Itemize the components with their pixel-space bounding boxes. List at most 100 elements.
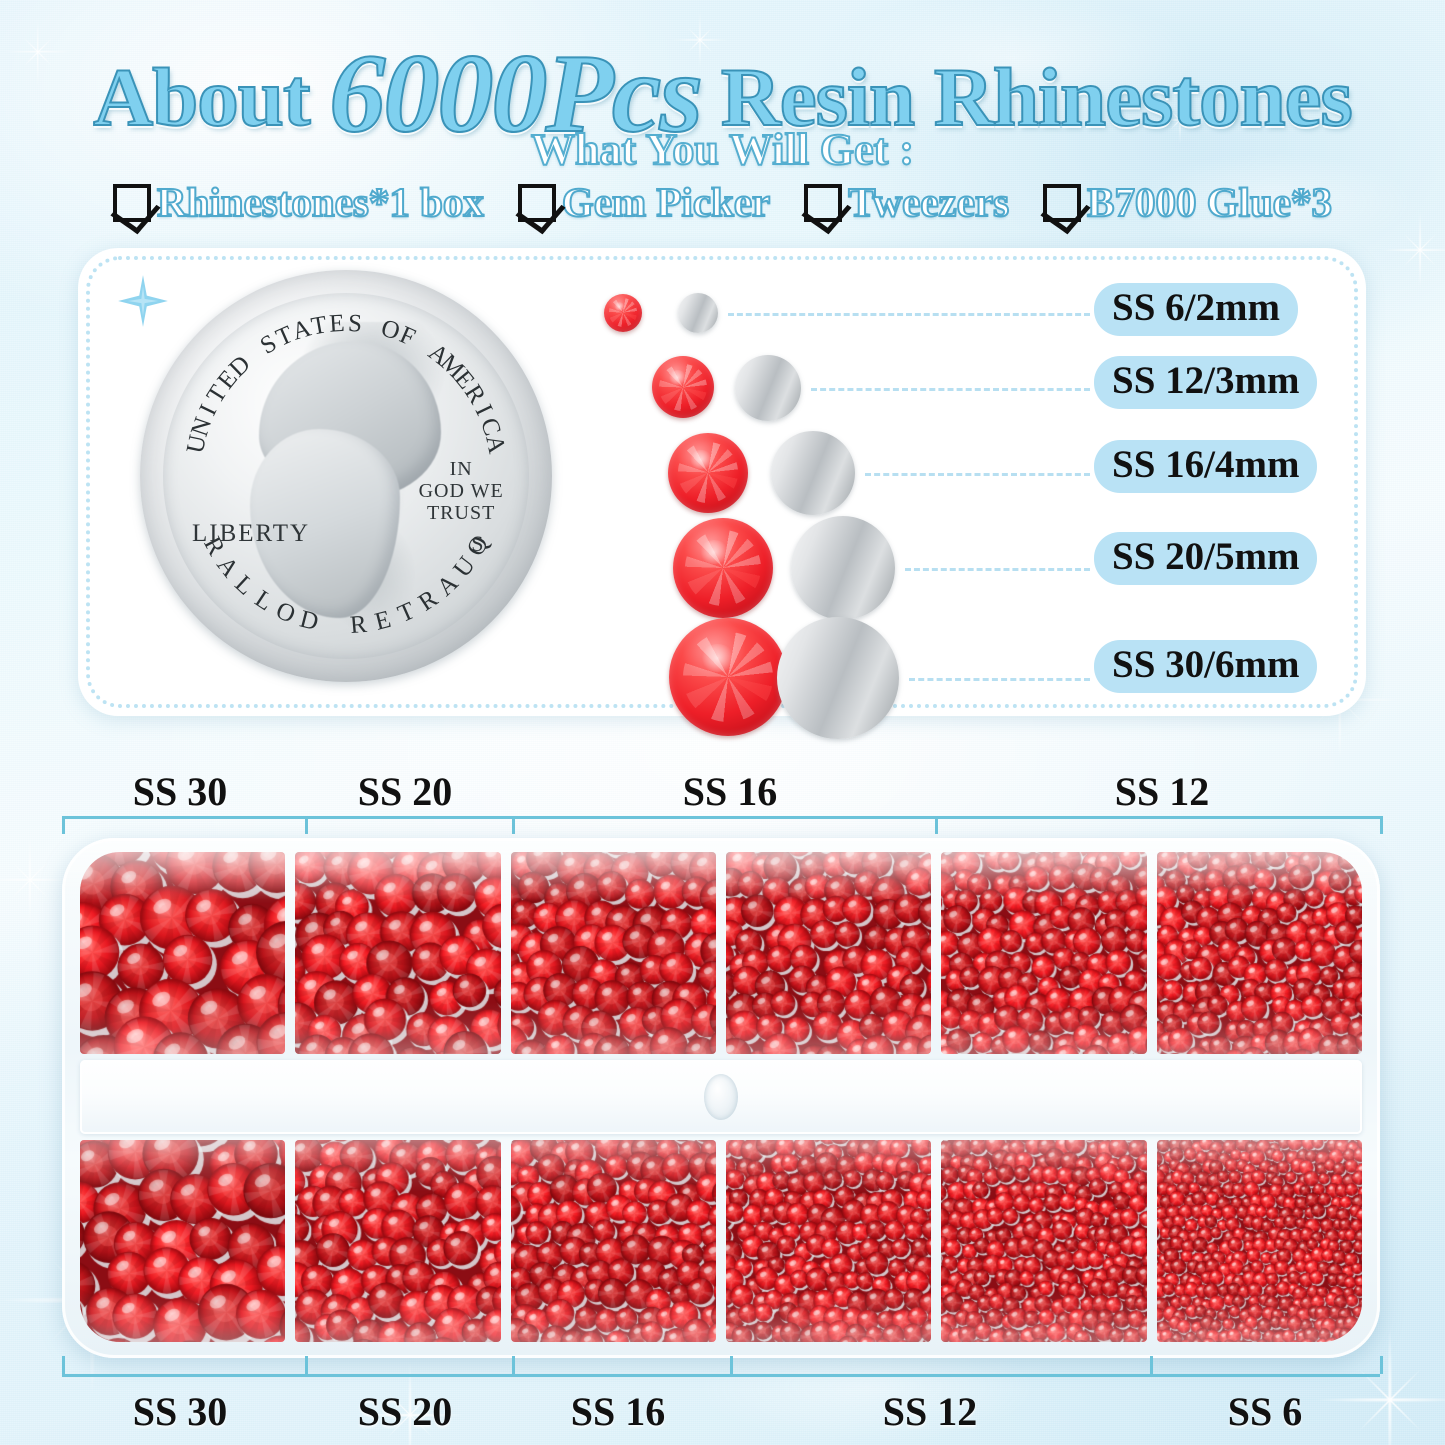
compartment-contents <box>726 852 932 1054</box>
rhinestone-fill <box>510 1140 716 1342</box>
compartment <box>295 1140 501 1342</box>
box-center-latch <box>80 1060 1362 1134</box>
compartment-contents <box>1156 1140 1362 1342</box>
checkbox-checked-icon <box>1043 183 1082 222</box>
compartment-contents <box>1156 852 1362 1054</box>
ruler-tick <box>512 1356 515 1374</box>
checkbox-checked-icon <box>517 183 556 222</box>
size-label-chip: SS 6/2mm <box>1094 283 1298 337</box>
box-interior <box>62 838 1380 1358</box>
ruler-label: SS 12 <box>882 1389 978 1434</box>
size-connector-line <box>905 568 1090 572</box>
compartment <box>726 1140 932 1342</box>
rhinestone-fill <box>295 852 501 1054</box>
ruler-tick <box>730 1356 733 1374</box>
coin-motto-line-2: GOD WE <box>418 480 504 503</box>
rhinestone-fill <box>80 1140 286 1342</box>
checkbox-checked-icon <box>804 183 843 222</box>
coin-motto-text: IN GOD WE TRUST <box>419 458 504 525</box>
coin-legend-char: O <box>271 596 300 629</box>
compartment <box>80 852 286 1054</box>
size-reference-dot <box>678 292 718 333</box>
ruler-end-tick <box>1380 1356 1383 1374</box>
ruler-tick <box>935 816 938 834</box>
coin-liberty-text: LIBERTY <box>191 519 311 547</box>
compartment <box>941 1140 1147 1342</box>
title-suffix: Resin Rhinestones <box>701 51 1354 143</box>
checklist-item: Tweezers <box>804 181 1010 224</box>
rhinestone-fill <box>941 1140 1147 1342</box>
size-reference-dot <box>777 616 899 739</box>
ruler-line <box>62 1374 1380 1377</box>
checklist-item: Gem Picker <box>517 181 771 224</box>
rhinestone-fill <box>726 852 932 1054</box>
rhinestone-fill <box>941 852 1147 1054</box>
ruler-label: SS 20 <box>357 1389 453 1434</box>
compartment <box>295 852 501 1054</box>
washington-portrait <box>235 321 464 638</box>
latch-knob-icon <box>704 1074 738 1120</box>
page-title: About 6000Pcs Resin Rhinestones <box>0 37 1445 151</box>
rhinestone-fill <box>295 1140 501 1342</box>
size-reference-dot <box>791 516 895 621</box>
coin-motto-line-3: TRUST <box>426 502 496 525</box>
ruler-label: SS 30 <box>132 769 228 814</box>
ruler-line <box>62 816 1380 819</box>
red-rhinestone-sample <box>673 518 773 618</box>
ruler-label: SS 12 <box>1114 769 1210 814</box>
compartment-row-top <box>80 852 1362 1054</box>
compartment <box>510 1140 716 1342</box>
size-label-chip: SS 30/6mm <box>1094 640 1318 694</box>
coin-legend-char: R <box>348 610 368 640</box>
size-label-chip: SS 20/5mm <box>1094 532 1318 586</box>
size-label-chip: SS 12/3mm <box>1094 356 1318 410</box>
rhinestone-fill <box>726 1140 932 1342</box>
compartment <box>1156 852 1362 1054</box>
red-rhinestone-sample <box>669 618 787 737</box>
coin-motto-line-1: IN <box>449 457 473 480</box>
compartment-contents <box>80 852 286 1054</box>
ruler-label: SS 16 <box>570 1389 666 1434</box>
coin-legend-char: D <box>296 605 322 637</box>
compartment <box>1156 1140 1362 1342</box>
size-connector-line <box>728 312 1090 316</box>
ruler-tick <box>512 816 515 834</box>
compartment-contents <box>941 1140 1147 1342</box>
sparkle-star-icon <box>118 275 168 327</box>
checklist-item-label: B7000 Glue*3 <box>1086 179 1333 225</box>
ruler-end-tick <box>1380 816 1383 834</box>
ruler-label: SS 16 <box>682 769 778 814</box>
coin-legend-char: E <box>372 605 394 636</box>
compartment-contents <box>941 852 1147 1054</box>
compartment-contents <box>80 1140 286 1342</box>
rhinestone-fill <box>1156 852 1362 1054</box>
checklist-item: B7000 Glue*3 <box>1043 179 1333 225</box>
compartment-contents <box>510 852 716 1054</box>
red-rhinestone-sample <box>604 293 642 332</box>
compartment-contents <box>295 1140 501 1342</box>
checklist-item-label: Rhinestones*1 box <box>156 179 485 225</box>
included-items-checklist: Rhinestones*1 box Gem Picker Tweezers B7000… <box>0 179 1445 225</box>
red-rhinestone-sample <box>668 432 748 513</box>
checklist-item: Rhinestones*1 box <box>113 179 485 225</box>
rhinestone-fill <box>80 852 286 1054</box>
page-subtitle: What You Will Get : <box>530 125 915 174</box>
size-reference-dot <box>771 431 855 516</box>
size-label-chip: SS 16/4mm <box>1094 440 1318 494</box>
rhinestone-fill <box>1156 1140 1362 1342</box>
ruler-label: SS 6 <box>1227 1389 1303 1434</box>
coin-mint-mark: S <box>471 530 484 556</box>
compartment <box>80 1140 286 1342</box>
compartment-contents <box>295 852 501 1054</box>
size-connector-line <box>811 387 1090 391</box>
rhinestone-fill <box>510 852 716 1054</box>
compartment-contents <box>726 1140 932 1342</box>
size-connector-line <box>865 473 1090 477</box>
ruler-end-tick <box>62 1356 65 1374</box>
coin-legend-char: L <box>249 585 278 617</box>
red-rhinestone-sample <box>652 356 714 419</box>
